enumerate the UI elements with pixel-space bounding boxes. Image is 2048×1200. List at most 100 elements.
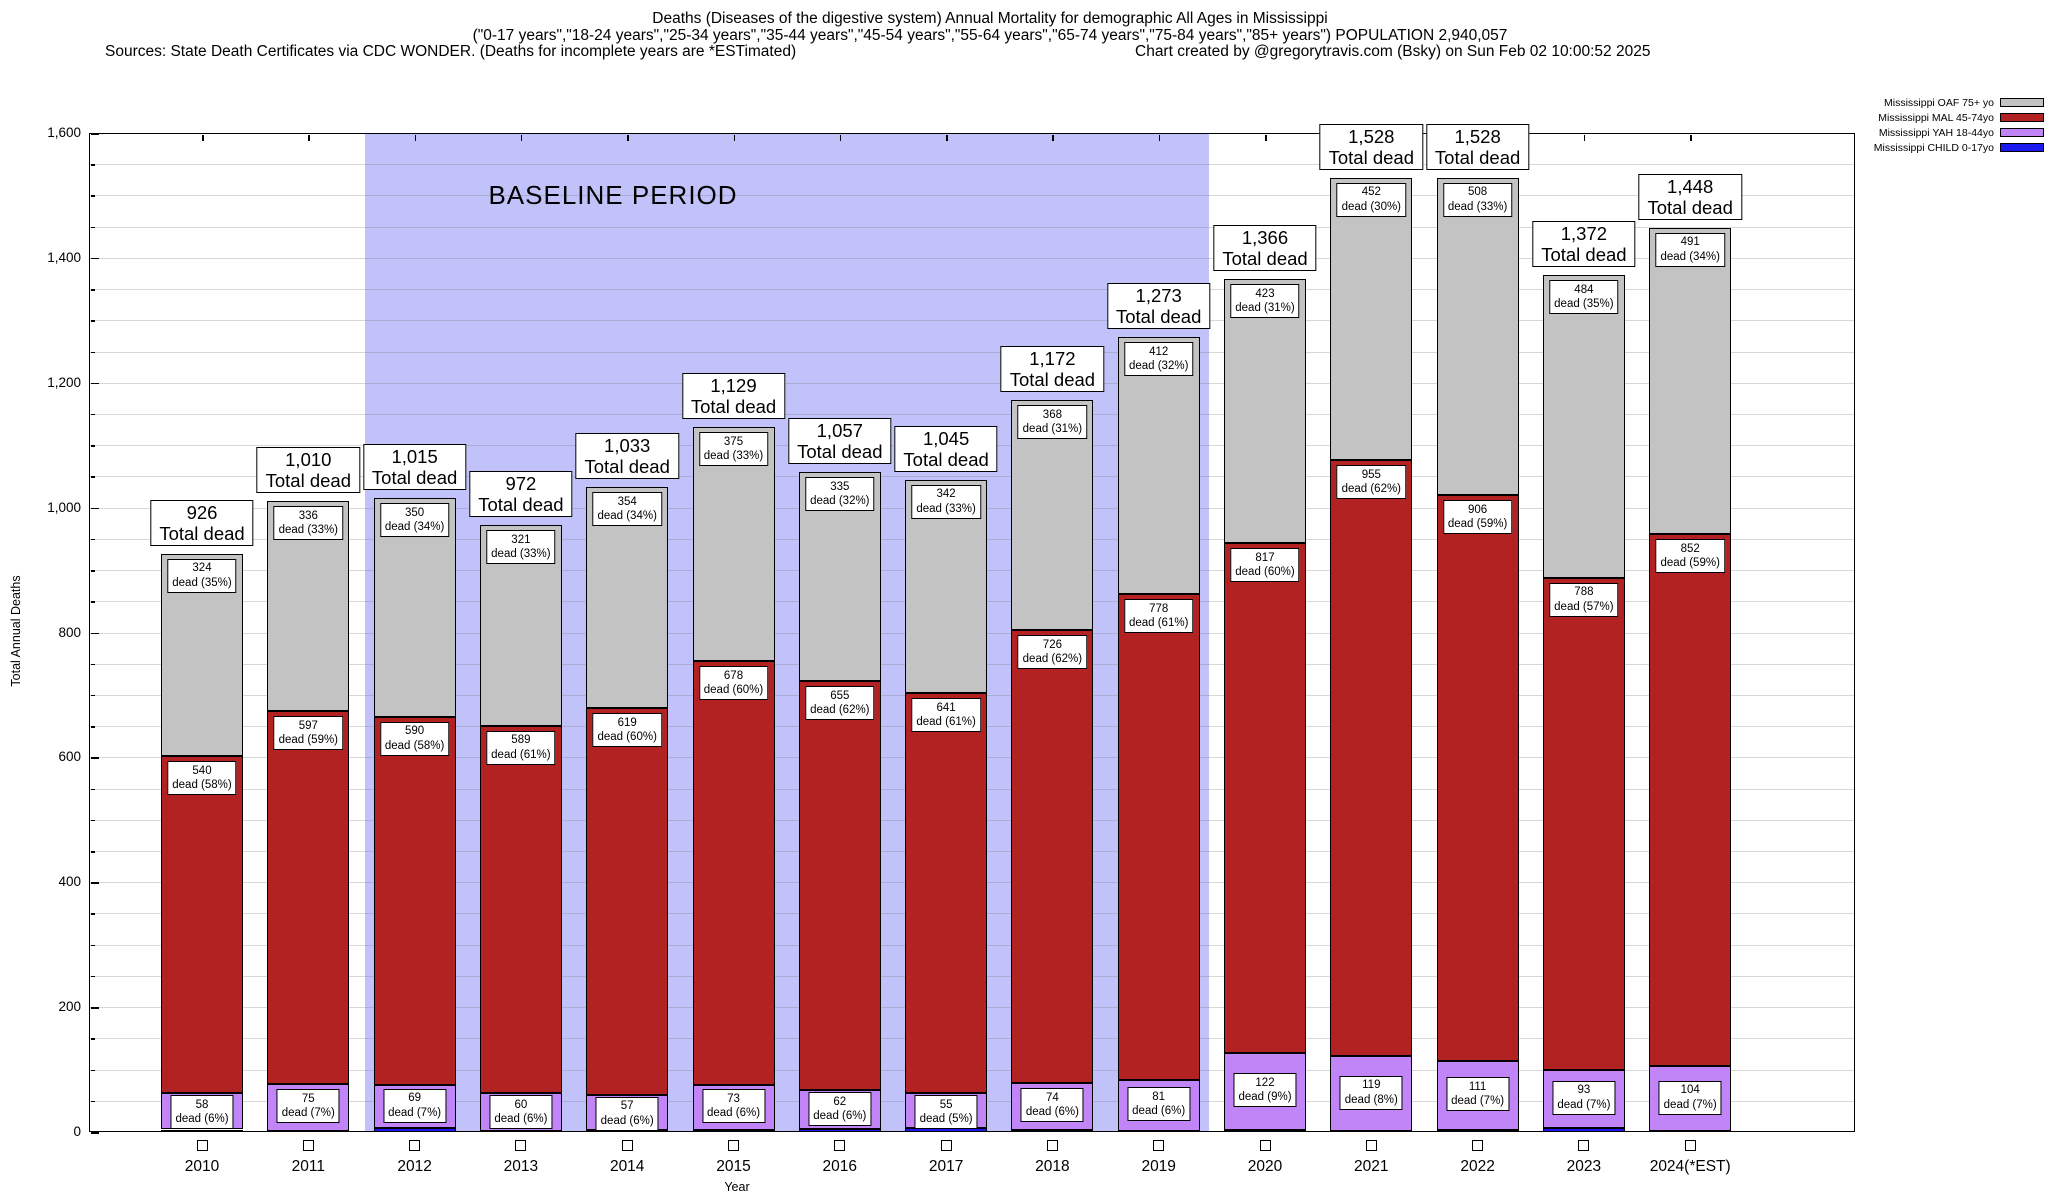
gridline	[90, 195, 1854, 197]
y-tick-label: 600	[58, 749, 81, 765]
segment-label-oaf-75plus: 508 dead (33%)	[1442, 182, 1513, 217]
y-tick-label: 800	[58, 624, 81, 640]
y-axis-tick	[90, 1132, 99, 1134]
y-axis-tick	[90, 1007, 99, 1009]
x-axis-top-tick	[1265, 134, 1267, 141]
segment-label-yah-18-44: 58 dead (6%)	[170, 1095, 234, 1130]
total-dead-label: 1,010 Total dead	[256, 447, 360, 494]
x-axis-top-tick	[1690, 134, 1692, 141]
bar-segment-mal-45-74	[1436, 495, 1519, 1061]
segment-label-yah-18-44: 69 dead (7%)	[383, 1088, 447, 1123]
segment-label-mal-45-74: 906 dead (59%)	[1442, 500, 1513, 535]
segment-label-oaf-75plus: 368 dead (31%)	[1017, 405, 1088, 440]
child-segment-empty-label-box	[1578, 1140, 1590, 1151]
chart-credit-label: Chart created by @gregorytravis.com (Bsk…	[1135, 43, 1651, 60]
total-dead-label: 1,448 Total dead	[1638, 173, 1742, 220]
bar-segment-oaf-75plus	[1330, 177, 1413, 461]
y-axis-tick	[90, 476, 95, 478]
segment-label-yah-18-44: 62 dead (6%)	[808, 1092, 872, 1127]
legend-label: Mississippi YAH 18-44yo	[1878, 126, 1994, 139]
gridline	[90, 382, 1854, 384]
bar-segment-oaf-75plus	[692, 427, 775, 662]
baseline-period-label: BASELINE PERIOD	[488, 180, 738, 210]
y-axis-tick	[90, 851, 95, 853]
x-axis-top-tick	[1583, 134, 1586, 141]
segment-label-oaf-75plus: 342 dead (33%)	[911, 484, 981, 519]
segment-label-mal-45-74: 655 dead (62%)	[805, 686, 875, 721]
segment-label-yah-18-44: 104 dead (7%)	[1658, 1080, 1722, 1115]
total-dead-label: 1,129 Total dead	[681, 373, 786, 420]
x-axis-top-tick	[839, 134, 842, 141]
gridline	[90, 289, 1854, 291]
x-axis-title: Year	[724, 1180, 750, 1194]
bar-segment-child-0-17	[1224, 1129, 1306, 1132]
y-axis-tick	[90, 694, 95, 697]
y-axis-tick	[90, 1038, 95, 1040]
gridline	[90, 320, 1854, 322]
bar-segment-mal-45-74	[267, 711, 350, 1084]
segment-label-yah-18-44: 122 dead (9%)	[1233, 1073, 1297, 1108]
gridline	[90, 226, 1854, 228]
segment-label-yah-18-44: 57 dead (6%)	[595, 1096, 659, 1131]
child-segment-empty-label-box	[728, 1140, 739, 1151]
x-axis-top-tick	[946, 134, 948, 141]
segment-label-oaf-75plus: 412 dead (32%)	[1123, 342, 1194, 377]
segment-label-mal-45-74: 726 dead (62%)	[1017, 635, 1088, 669]
x-axis-top-tick	[414, 134, 417, 141]
legend-row-yah-18-44: Mississippi YAH 18-44yo	[1874, 125, 2044, 140]
segment-label-oaf-75plus: 423 dead (31%)	[1230, 284, 1300, 319]
bar-segment-oaf-75plus	[1542, 275, 1625, 578]
bar-segment-mal-45-74	[1542, 577, 1625, 1070]
legend-label: Mississippi CHILD 0-17yo	[1873, 141, 1994, 154]
segment-label-oaf-75plus: 324 dead (35%)	[167, 558, 237, 593]
segment-label-oaf-75plus: 336 dead (33%)	[273, 506, 344, 541]
total-dead-label: 1,528 Total dead	[1319, 123, 1423, 170]
y-axis-tick	[90, 975, 95, 978]
y-axis-tick	[90, 320, 95, 322]
y-axis-tick	[90, 632, 99, 634]
y-axis-tick	[90, 507, 99, 510]
child-segment-empty-label-box	[1684, 1140, 1696, 1151]
total-dead-label: 972 Total dead	[469, 471, 573, 518]
x-tick-label-year: 2010	[184, 1158, 220, 1175]
bar-segment-mal-45-74	[586, 708, 669, 1095]
segment-label-yah-18-44: 93 dead (7%)	[1552, 1080, 1616, 1115]
y-axis-tick	[90, 882, 99, 884]
bar-segment-child-0-17	[161, 1129, 243, 1132]
bar-segment-mal-45-74	[798, 681, 881, 1091]
y-axis-tick	[90, 164, 95, 166]
y-axis-tick	[90, 351, 95, 354]
segment-label-mal-45-74: 852 dead (59%)	[1655, 539, 1725, 574]
total-dead-label: 926 Total dead	[150, 499, 254, 546]
y-axis-tick	[90, 289, 95, 291]
gridline	[90, 413, 1854, 415]
segment-label-yah-18-44: 60 dead (6%)	[489, 1095, 553, 1130]
child-segment-empty-label-box	[302, 1140, 314, 1151]
child-segment-empty-label-box	[834, 1140, 846, 1151]
bar-segment-child-0-17	[1436, 1130, 1519, 1132]
bar-segment-mal-45-74	[1224, 543, 1306, 1054]
y-axis-tick	[90, 913, 95, 915]
chart-title-line2: ("0-17 years","18-24 years","25-34 years…	[472, 27, 1508, 44]
legend-row-oaf-75plus: Mississippi OAF 75+ yo	[1874, 95, 2044, 110]
y-axis-tick	[90, 445, 95, 447]
segment-label-yah-18-44: 119 dead (8%)	[1339, 1075, 1403, 1110]
bar-segment-child-0-17	[692, 1130, 775, 1132]
child-segment-empty-label-box	[621, 1140, 633, 1151]
bar-segment-child-0-17	[1011, 1129, 1094, 1132]
y-axis-tick	[90, 1069, 95, 1072]
x-axis-top-tick	[520, 134, 523, 141]
bar-segment-mal-45-74	[905, 693, 988, 1094]
x-axis-top-tick	[733, 134, 735, 141]
bar-segment-oaf-75plus	[1649, 227, 1732, 535]
segment-label-mal-45-74: 597 dead (59%)	[273, 716, 344, 751]
segment-label-oaf-75plus: 354 dead (34%)	[592, 492, 662, 527]
bar-segment-child-0-17	[1542, 1127, 1625, 1132]
bar-segment-mal-45-74	[1117, 594, 1200, 1081]
segment-label-oaf-75plus: 350 dead (34%)	[379, 503, 450, 538]
x-tick-label-year: 2021	[1354, 1158, 1389, 1175]
segment-label-yah-18-44: 74 dead (6%)	[1020, 1088, 1084, 1123]
segment-label-oaf-75plus: 491 dead (34%)	[1655, 232, 1725, 267]
y-tick-label: 400	[58, 874, 81, 890]
